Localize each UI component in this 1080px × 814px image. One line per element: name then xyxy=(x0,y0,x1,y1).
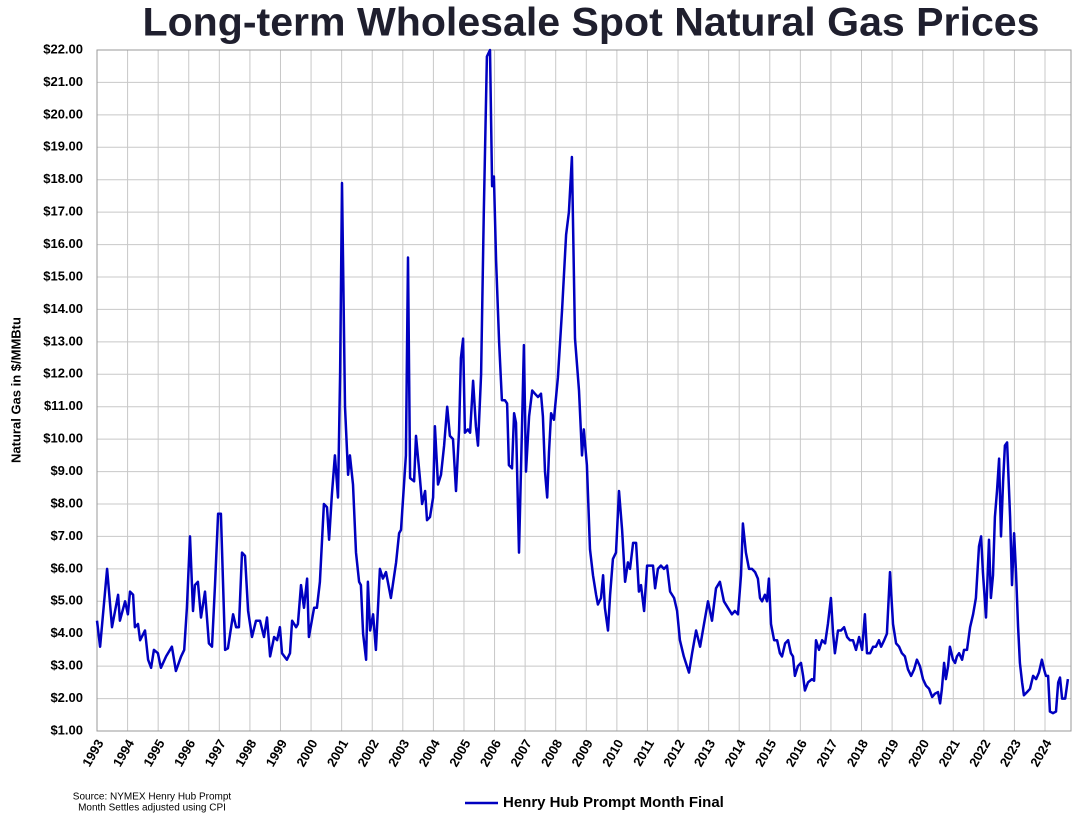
x-tick-label: 1996 xyxy=(171,737,198,770)
x-tick-label: 2022 xyxy=(966,737,993,770)
y-tick-label: $2.00 xyxy=(50,690,83,705)
y-tick-label: $12.00 xyxy=(43,366,83,381)
x-tick-label: 2016 xyxy=(782,737,809,770)
x-tick-label: 2014 xyxy=(721,736,749,769)
source-note: Source: NYMEX Henry Hub Prompt xyxy=(73,792,232,803)
x-tick-label: 2007 xyxy=(507,737,534,770)
chart-title: Long-term Wholesale Spot Natural Gas Pri… xyxy=(143,1,1040,45)
source-note: Month Settles adjusted using CPI xyxy=(78,803,226,814)
x-tick-label: 2021 xyxy=(935,737,962,770)
y-tick-label: $22.00 xyxy=(43,41,83,56)
x-tick-label: 2000 xyxy=(293,737,320,770)
x-tick-label: 2006 xyxy=(477,737,504,770)
x-tick-label: 2010 xyxy=(599,737,626,770)
x-tick-label: 1998 xyxy=(232,737,259,770)
x-tick-label: 2013 xyxy=(691,737,718,770)
x-tick-label: 2001 xyxy=(324,737,351,770)
x-tick-label: 2004 xyxy=(416,736,444,769)
x-tick-label: 2015 xyxy=(752,737,779,770)
x-tick-label: 1993 xyxy=(79,737,106,770)
y-tick-label: $11.00 xyxy=(44,398,83,413)
x-tick-label: 2003 xyxy=(385,737,412,770)
x-tick-label: 2020 xyxy=(905,737,932,770)
y-tick-label: $16.00 xyxy=(43,236,83,251)
y-tick-label: $9.00 xyxy=(50,463,83,478)
x-tick-label: 2023 xyxy=(997,737,1024,770)
y-tick-label: $17.00 xyxy=(43,204,83,219)
x-tick-label: 2024 xyxy=(1027,736,1055,769)
x-tick-label: 2002 xyxy=(354,737,381,770)
y-tick-label: $6.00 xyxy=(50,560,83,575)
x-tick-label: 1997 xyxy=(201,737,228,770)
series-line xyxy=(95,48,1070,715)
x-tick-label: 2018 xyxy=(844,737,871,770)
y-axis-label: Natural Gas in $/MMBtu xyxy=(8,317,23,463)
x-tick-label: 2008 xyxy=(538,737,565,770)
y-tick-label: $18.00 xyxy=(43,171,83,186)
y-tick-label: $8.00 xyxy=(50,495,83,510)
y-tick-label: $5.00 xyxy=(50,593,83,608)
x-tick-label: 2017 xyxy=(813,737,840,770)
y-tick-label: $7.00 xyxy=(50,528,83,543)
x-tick-label: 2012 xyxy=(660,737,687,770)
y-tick-label: $1.00 xyxy=(50,722,83,737)
y-tick-label: $20.00 xyxy=(43,106,83,121)
y-tick-label: $4.00 xyxy=(50,625,83,640)
plot-frame xyxy=(96,49,1072,732)
x-tick-label: 1999 xyxy=(263,737,290,770)
y-tick-label: $10.00 xyxy=(43,431,83,446)
legend-label: Henry Hub Prompt Month Final xyxy=(503,794,724,811)
y-tick-label: $13.00 xyxy=(43,333,83,348)
y-tick-label: $19.00 xyxy=(43,139,83,154)
x-tick-label: 2019 xyxy=(874,737,901,770)
y-tick-label: $3.00 xyxy=(50,658,83,673)
y-tick-label: $14.00 xyxy=(43,301,83,316)
x-tick-label: 1995 xyxy=(140,737,167,770)
x-tick-label: 2011 xyxy=(630,737,657,769)
x-tick-label: 2009 xyxy=(568,737,595,770)
y-tick-label: $15.00 xyxy=(43,268,83,283)
y-tick-label: $21.00 xyxy=(43,74,83,89)
x-tick-label: 2005 xyxy=(446,737,473,770)
x-tick-label: 1994 xyxy=(110,736,138,769)
